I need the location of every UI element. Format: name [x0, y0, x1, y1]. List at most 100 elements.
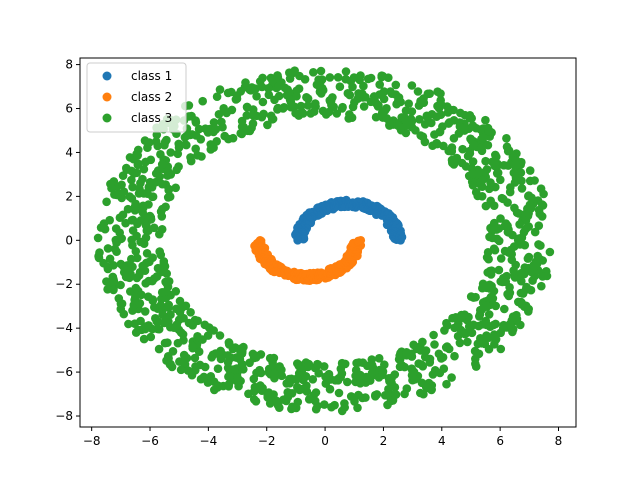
data-point	[191, 131, 201, 140]
data-point	[306, 109, 316, 118]
data-point	[109, 277, 119, 286]
data-point	[333, 73, 343, 82]
data-point	[528, 276, 537, 285]
data-point	[359, 81, 368, 91]
data-point	[533, 251, 542, 261]
data-point	[481, 201, 491, 211]
y-tick-label: 6	[65, 102, 73, 116]
data-point	[263, 120, 272, 130]
data-point	[236, 347, 245, 356]
data-point	[530, 227, 540, 237]
data-point	[476, 143, 485, 153]
data-point	[139, 334, 149, 344]
data-point	[212, 137, 221, 146]
data-point	[496, 344, 506, 354]
data-point	[175, 307, 185, 317]
data-point	[350, 397, 359, 406]
data-point	[226, 372, 235, 381]
data-point	[517, 184, 527, 193]
data-point	[481, 156, 490, 166]
data-point	[127, 194, 137, 203]
data-point	[320, 400, 329, 409]
data-point	[186, 308, 195, 317]
data-point	[371, 390, 380, 400]
data-point	[144, 276, 153, 286]
data-point	[273, 105, 282, 114]
data-point	[162, 135, 171, 145]
data-point	[207, 353, 216, 362]
data-point	[428, 370, 438, 379]
data-point	[155, 247, 164, 256]
data-point	[304, 395, 314, 404]
data-point	[193, 316, 202, 326]
data-point	[224, 380, 234, 389]
data-point	[395, 97, 404, 106]
data-point	[496, 254, 506, 263]
data-point	[336, 364, 346, 374]
data-point	[114, 294, 124, 303]
data-point	[162, 278, 171, 288]
data-point	[191, 144, 200, 154]
data-point	[356, 236, 366, 245]
data-point	[385, 377, 394, 386]
data-point	[455, 338, 465, 348]
data-point	[401, 106, 411, 115]
data-point	[478, 320, 487, 329]
data-point	[293, 236, 303, 245]
data-point	[233, 373, 242, 383]
data-point	[436, 110, 446, 119]
data-point	[220, 131, 229, 141]
data-point	[119, 262, 128, 271]
data-point	[482, 301, 491, 311]
data-point	[509, 266, 518, 275]
data-point	[484, 310, 494, 319]
data-point	[223, 358, 233, 367]
data-point	[345, 110, 354, 119]
data-point	[341, 67, 351, 76]
data-point	[418, 362, 428, 371]
data-point	[171, 287, 181, 296]
data-point	[496, 328, 506, 338]
data-point	[478, 133, 488, 143]
data-point	[182, 140, 191, 150]
data-point	[138, 203, 148, 213]
data-point	[127, 175, 136, 185]
data-point	[292, 375, 301, 385]
data-point	[337, 406, 347, 416]
data-point	[131, 247, 141, 256]
data-point	[517, 268, 526, 278]
data-point	[150, 302, 159, 312]
data-point	[133, 160, 143, 170]
data-point	[512, 208, 522, 217]
data-point	[420, 352, 430, 362]
x-tick-label: 0	[321, 434, 329, 448]
y-tick-label: −4	[55, 321, 73, 335]
data-point	[503, 289, 512, 299]
data-point	[537, 281, 546, 291]
data-point	[505, 319, 515, 329]
data-point	[467, 328, 477, 338]
data-point	[155, 172, 164, 181]
data-point	[140, 307, 150, 316]
data-point	[242, 111, 252, 120]
data-point	[502, 134, 511, 143]
data-point	[395, 355, 405, 364]
data-point	[468, 157, 478, 166]
data-point	[522, 282, 531, 292]
data-point	[486, 292, 496, 302]
data-point	[141, 233, 151, 242]
data-point	[157, 160, 167, 169]
data-point	[179, 350, 189, 360]
data-point	[367, 355, 377, 364]
data-point	[340, 399, 349, 408]
data-point	[293, 359, 302, 368]
data-point	[93, 233, 103, 243]
data-point	[530, 176, 539, 185]
data-point	[477, 339, 487, 348]
data-point	[468, 181, 478, 190]
data-point	[295, 385, 304, 395]
data-point	[198, 96, 207, 106]
data-point	[486, 178, 495, 187]
data-point	[272, 396, 282, 406]
